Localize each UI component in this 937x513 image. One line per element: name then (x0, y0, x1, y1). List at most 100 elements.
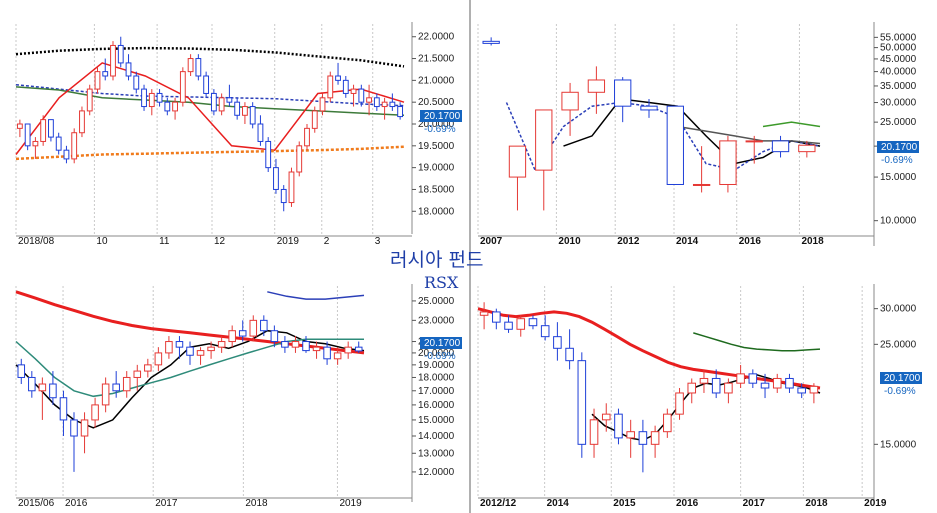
change-percent-label: -0.69% (424, 124, 456, 135)
y-tick-label: 19.5000 (418, 141, 455, 152)
candle-body (675, 392, 684, 415)
y-tick-label: 16.0000 (418, 400, 455, 411)
candle-body (117, 44, 124, 64)
candle-body (217, 341, 226, 348)
candle-body (122, 376, 131, 392)
y-tick-label: 14.0000 (418, 431, 455, 442)
ma-line-green (762, 121, 821, 128)
candle-body (48, 119, 54, 138)
x-tick-label: 2019 (339, 498, 362, 509)
candle-body (381, 101, 388, 108)
candle-body (760, 382, 770, 389)
y-tick-label: 18.5000 (418, 184, 455, 195)
candle-body (228, 330, 236, 343)
y-tick-label: 21.0000 (418, 75, 455, 86)
candle-body (389, 101, 396, 108)
candle-body (257, 123, 264, 142)
candle-body (535, 109, 553, 171)
candle-body (319, 97, 326, 112)
y-tick-label: 18.0000 (418, 206, 455, 217)
candle-body (809, 385, 819, 394)
candle-body (589, 419, 599, 445)
candle-body (112, 383, 120, 392)
x-tick-label: 2017 (743, 498, 766, 509)
candle-body (333, 352, 342, 360)
candle-body (344, 346, 352, 354)
candle-body (342, 79, 349, 94)
x-tick-label: 2018 (801, 236, 824, 247)
x-tick-label: 2016 (739, 236, 762, 247)
candle-body (79, 110, 85, 134)
y-tick-label: 55.0000 (880, 32, 917, 43)
x-tick-label: 2019 (277, 236, 300, 247)
candle-body (561, 91, 579, 111)
y-tick-label: 15.0000 (418, 415, 455, 426)
candle-body (38, 383, 47, 392)
candle-body (587, 79, 606, 93)
candle-body (650, 431, 660, 445)
candle-body (719, 140, 737, 185)
candle-body (291, 341, 300, 348)
candle-body (86, 88, 93, 112)
y-tick-label: 19.0000 (418, 360, 455, 371)
candle-body (304, 127, 310, 147)
x-tick-label: 2012/12 (480, 498, 517, 509)
y-tick-label: 15.0000 (880, 439, 917, 450)
y-tick-label: 15.0000 (880, 172, 917, 183)
ma-line-red (477, 307, 821, 390)
candle-body (207, 346, 215, 352)
x-tick-label: 2018/08 (18, 236, 55, 247)
candle-body (59, 397, 68, 421)
ma-line-green (15, 86, 405, 117)
current-price-label: 20.1700 (881, 142, 918, 153)
y-tick-label: 30.0000 (880, 98, 917, 109)
candle-body (273, 167, 279, 190)
candle-body (28, 376, 36, 392)
x-tick-label: 10 (96, 236, 108, 247)
chart-title: 러시아 펀드 (390, 249, 483, 271)
monthly-chart-pane: 30.0000 25.0000 15.0000 2012/12 2014 2015 201… (477, 284, 922, 509)
x-tick-label: 11 (159, 236, 170, 247)
candle-body (565, 347, 574, 362)
candle-body (270, 330, 279, 343)
y-tick-label: 45.0000 (880, 54, 917, 65)
candle-body (666, 105, 684, 185)
candle-body (32, 140, 39, 147)
candle-body (366, 97, 372, 103)
current-price-box: 20.1700 -0.69% (420, 337, 462, 362)
current-price-box: 20.1700 -0.69% (877, 141, 919, 166)
candle-body (354, 346, 363, 352)
candle-body (133, 370, 142, 378)
ma-line-navy (505, 101, 821, 172)
candle-body (504, 321, 513, 330)
ma-line-green (693, 332, 821, 352)
y-tick-label: 20.5000 (418, 97, 455, 108)
candle-body (226, 97, 233, 103)
y-tick-label: 19.0000 (418, 163, 455, 174)
candle-body (249, 106, 256, 125)
y-tick-label: 25.0000 (880, 117, 917, 128)
candle-body (154, 352, 163, 366)
y-tick-label: 50.0000 (880, 43, 917, 54)
candle-body (772, 377, 782, 389)
candle-body (797, 387, 806, 394)
candle-body (70, 419, 78, 437)
candle-body (17, 364, 26, 378)
y-tick-label: 35.0000 (880, 81, 917, 92)
candle-body (49, 383, 57, 399)
y-tick-label: 10.0000 (880, 216, 917, 227)
candle-body (281, 341, 289, 348)
y-tick-label: 21.5000 (418, 54, 455, 65)
ma-line-red (15, 62, 405, 155)
x-tick-label: 2018 (245, 498, 268, 509)
candle-body (40, 119, 47, 142)
candle-body (724, 382, 733, 394)
weekly-chart-pane: 25.000023.000021.000020.000019.000018.00… (15, 284, 462, 509)
candle-body (302, 341, 310, 352)
chart-subtitle: RSX (424, 273, 459, 292)
x-tick-label: 2014 (547, 498, 570, 509)
candle-body (540, 325, 550, 338)
candle-body (94, 71, 101, 90)
candle-body (577, 360, 587, 445)
